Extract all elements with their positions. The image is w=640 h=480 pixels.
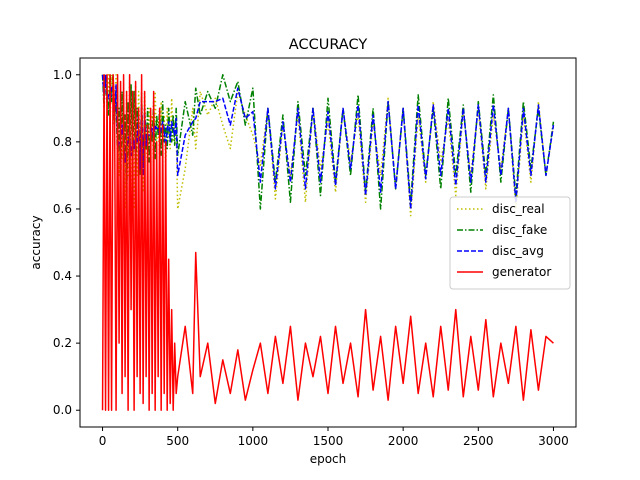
y-tick-label: 0.0 [53,403,72,417]
y-tick-label: 0.2 [53,336,72,350]
legend-label-disc_fake: disc_fake [492,223,547,237]
x-tick-label: 1000 [238,434,269,448]
y-tick-label: 1.0 [53,68,72,82]
x-axis-ticks: 0 500 1000 1500 2000 2500 3000 [99,427,569,448]
y-axis-label: accuracy [29,215,43,269]
series-line-generator [101,74,554,411]
y-tick-label: 0.4 [53,269,72,283]
x-tick-label: 2000 [388,434,419,448]
series-line-disc_avg [101,74,555,210]
x-tick-label: 2500 [463,434,494,448]
x-tick-label: 3000 [538,434,569,448]
legend-label-disc_real: disc_real [492,202,545,216]
legend-label-generator: generator [492,265,551,279]
x-tick-label: 0 [99,434,107,448]
legend-label-disc_avg: disc_avg [492,244,544,258]
y-tick-label: 0.6 [53,202,72,216]
x-tick-label: 500 [166,434,189,448]
legend-box [449,196,571,290]
y-axis-ticks: 0.0 0.2 0.4 0.6 0.8 1.0 [53,68,80,417]
x-tick-label: 1500 [313,434,344,448]
chart-title: ACCURACY [289,37,368,53]
y-tick-label: 0.8 [53,135,72,149]
series-layer [101,74,555,411]
legend: disc_real disc_fake disc_avg generator [449,196,571,290]
x-axis-label: epoch [310,452,347,466]
